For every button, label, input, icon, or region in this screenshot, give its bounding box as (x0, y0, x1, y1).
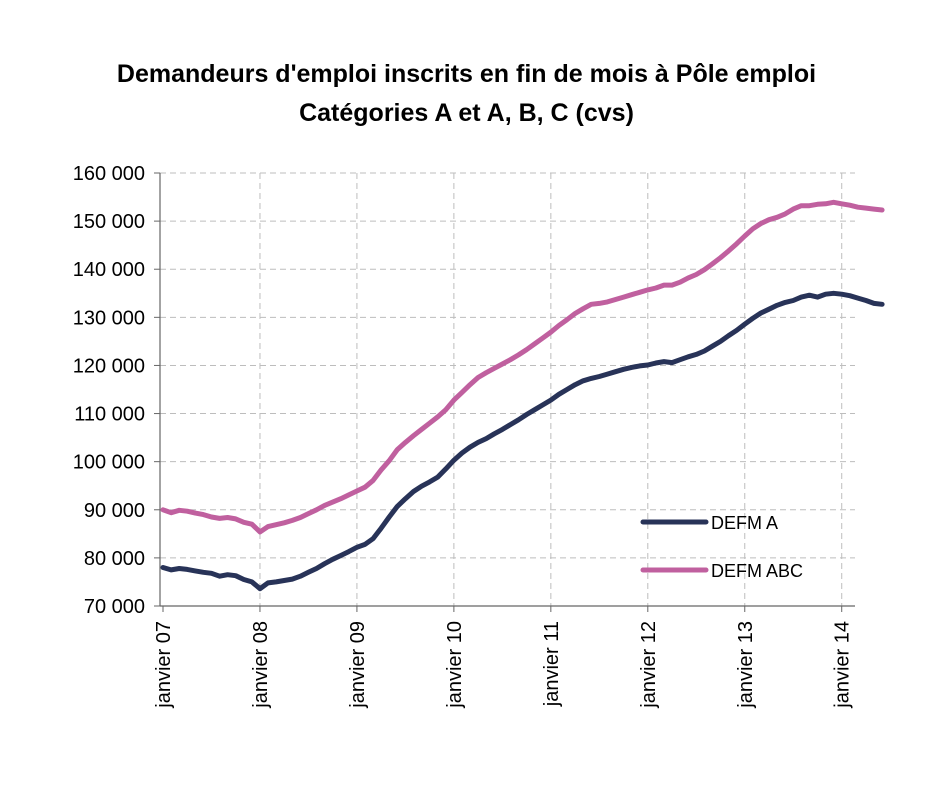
x-tick-label: janvier 11 (541, 621, 563, 707)
grid (160, 172, 855, 606)
x-tick-label: janvier 08 (250, 621, 272, 709)
legend-label-defm-a: DEFM A (711, 513, 778, 533)
x-tick-label: janvier 14 (832, 621, 854, 709)
x-tick-label: janvier 10 (444, 621, 466, 709)
y-tick-label: 100 000 (73, 452, 145, 474)
x-axis-ticks: janvier 07 janvier 08 janvier 09 janvier 10… (153, 621, 854, 709)
x-tick-label: janvier 12 (638, 621, 660, 709)
y-tick-label: 110 000 (74, 404, 145, 426)
legend: DEFM A DEFM ABC (640, 513, 803, 581)
y-tick-label: 160 000 (73, 163, 145, 185)
y-tick-label: 70 000 (84, 596, 145, 618)
x-tick-label: janvier 09 (347, 621, 369, 709)
series-lines (160, 199, 885, 592)
series-line-defm-abc (160, 199, 885, 535)
y-tick-label: 90 000 (84, 500, 145, 522)
chart-subtitle: Catégories A et A, B, C (cvs) (299, 99, 634, 127)
series-line-defm-a (160, 290, 885, 592)
y-tick-label: 140 000 (73, 259, 145, 281)
axes (154, 172, 855, 612)
legend-label-defm-abc: DEFM ABC (711, 561, 803, 581)
x-tick-label: janvier 07 (153, 621, 175, 709)
y-tick-label: 130 000 (73, 307, 145, 329)
y-tick-label: 120 000 (73, 355, 145, 377)
y-axis-ticks: 70 000 80 000 90 000 100 000 110 000 120 000 1… (73, 163, 145, 618)
y-tick-label: 80 000 (84, 548, 145, 570)
y-tick-label: 150 000 (73, 211, 145, 233)
chart-title: Demandeurs d'emploi inscrits en fin de m… (116, 60, 817, 88)
x-tick-label: janvier 13 (735, 621, 757, 709)
